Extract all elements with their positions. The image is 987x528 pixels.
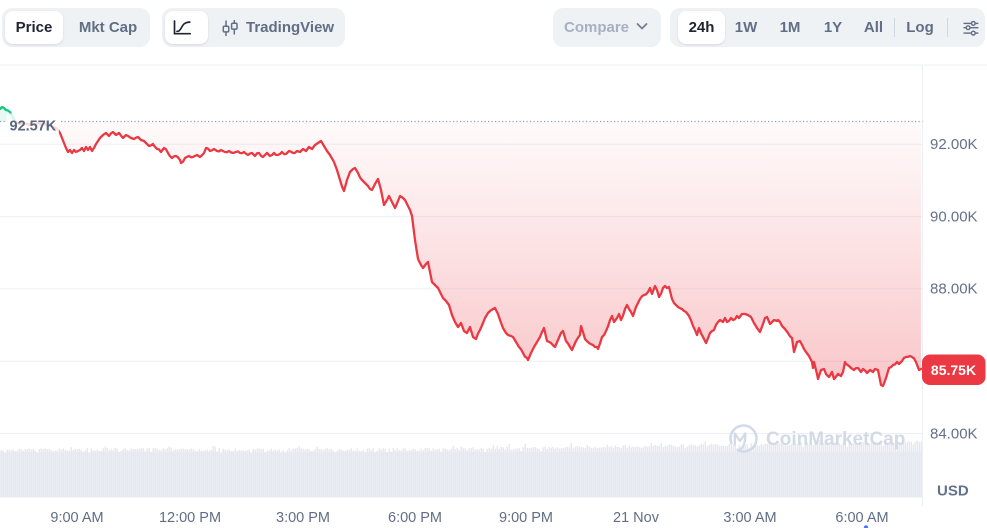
svg-text:USD: USD bbox=[937, 483, 969, 500]
svg-text:9:00 AM: 9:00 AM bbox=[50, 510, 103, 526]
svg-text:9:00 PM: 9:00 PM bbox=[499, 510, 553, 526]
svg-text:84.00K: 84.00K bbox=[930, 425, 978, 442]
svg-text:12:00 PM: 12:00 PM bbox=[159, 510, 221, 526]
svg-text:88.00K: 88.00K bbox=[930, 281, 978, 298]
svg-text:6:00 PM: 6:00 PM bbox=[388, 510, 442, 526]
svg-text:85.75K: 85.75K bbox=[931, 362, 976, 378]
svg-text:3:00 AM: 3:00 AM bbox=[723, 510, 776, 526]
svg-text:6:00 AM: 6:00 AM bbox=[835, 510, 888, 526]
svg-text:CoinMarketCap: CoinMarketCap bbox=[766, 429, 905, 450]
svg-text:92.57K: 92.57K bbox=[10, 119, 57, 135]
svg-text:92.00K: 92.00K bbox=[930, 136, 978, 153]
svg-text:3:00 PM: 3:00 PM bbox=[276, 510, 330, 526]
svg-text:21 Nov: 21 Nov bbox=[613, 510, 660, 526]
svg-text:90.00K: 90.00K bbox=[930, 208, 978, 225]
